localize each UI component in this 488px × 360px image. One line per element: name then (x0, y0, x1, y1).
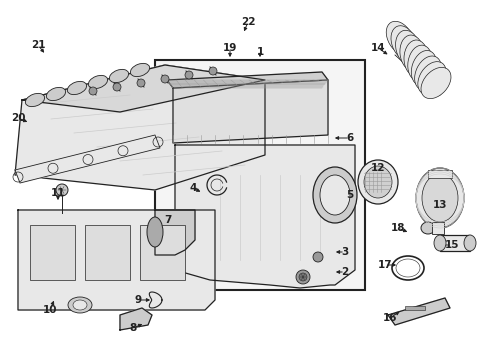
Ellipse shape (414, 56, 441, 90)
Text: 18: 18 (390, 223, 405, 233)
Ellipse shape (420, 67, 450, 99)
Polygon shape (15, 135, 160, 183)
Ellipse shape (415, 168, 463, 228)
Ellipse shape (130, 63, 149, 77)
Ellipse shape (386, 21, 413, 55)
Bar (155, 60, 364, 290)
Text: 3: 3 (341, 247, 348, 257)
Bar (427, 170, 451, 178)
Ellipse shape (319, 175, 349, 215)
Ellipse shape (73, 300, 87, 310)
Ellipse shape (390, 26, 416, 60)
Ellipse shape (67, 81, 86, 95)
Bar (439, 235, 469, 251)
Ellipse shape (395, 30, 420, 66)
Text: 7: 7 (164, 215, 171, 225)
Polygon shape (173, 80, 327, 143)
Ellipse shape (88, 75, 107, 89)
Ellipse shape (68, 297, 92, 313)
Text: 10: 10 (42, 305, 57, 315)
Ellipse shape (184, 71, 193, 79)
Bar (431, 222, 443, 234)
Ellipse shape (161, 75, 169, 83)
Ellipse shape (420, 222, 434, 234)
Ellipse shape (208, 67, 217, 75)
Polygon shape (120, 308, 152, 330)
Ellipse shape (399, 35, 423, 71)
Ellipse shape (433, 235, 445, 251)
Ellipse shape (113, 83, 121, 91)
Polygon shape (18, 210, 215, 310)
Text: 2: 2 (341, 267, 348, 277)
Bar (404, 306, 424, 310)
Polygon shape (167, 72, 327, 88)
Ellipse shape (56, 184, 68, 196)
Text: 4: 4 (189, 183, 196, 193)
Ellipse shape (410, 50, 436, 86)
Text: 8: 8 (129, 323, 136, 333)
Ellipse shape (295, 270, 309, 284)
Ellipse shape (147, 217, 163, 247)
Ellipse shape (89, 87, 97, 95)
Text: 6: 6 (346, 133, 353, 143)
Text: 9: 9 (134, 295, 141, 305)
Ellipse shape (407, 45, 431, 81)
Text: 17: 17 (377, 260, 391, 270)
Polygon shape (22, 65, 264, 112)
Ellipse shape (312, 252, 323, 262)
Polygon shape (387, 298, 449, 325)
Ellipse shape (25, 93, 44, 107)
Ellipse shape (46, 87, 65, 100)
Ellipse shape (137, 79, 145, 87)
Text: 1: 1 (256, 47, 263, 57)
Polygon shape (175, 145, 354, 288)
Ellipse shape (357, 160, 397, 204)
Ellipse shape (463, 235, 475, 251)
Text: 22: 22 (240, 17, 255, 27)
Text: 14: 14 (370, 43, 385, 53)
Text: 19: 19 (223, 43, 237, 53)
Text: 13: 13 (432, 200, 447, 210)
Bar (140, 225, 184, 280)
Text: 20: 20 (11, 113, 25, 123)
Text: 21: 21 (31, 40, 45, 50)
Polygon shape (15, 65, 264, 190)
Ellipse shape (109, 69, 128, 82)
Ellipse shape (417, 62, 445, 94)
Text: 16: 16 (382, 313, 396, 323)
Ellipse shape (403, 40, 427, 76)
Text: 5: 5 (346, 190, 353, 200)
Bar (85, 225, 130, 280)
Ellipse shape (298, 273, 306, 281)
Ellipse shape (421, 174, 457, 222)
Ellipse shape (312, 167, 356, 223)
Polygon shape (155, 210, 195, 255)
Bar (30, 225, 75, 280)
Text: 12: 12 (370, 163, 385, 173)
Text: 11: 11 (51, 188, 65, 198)
Text: 15: 15 (444, 240, 458, 250)
Ellipse shape (363, 166, 391, 198)
